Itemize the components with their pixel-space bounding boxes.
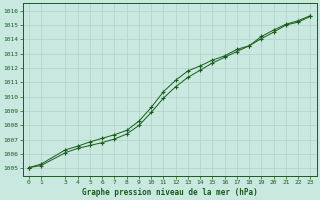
X-axis label: Graphe pression niveau de la mer (hPa): Graphe pression niveau de la mer (hPa) [82,188,258,197]
